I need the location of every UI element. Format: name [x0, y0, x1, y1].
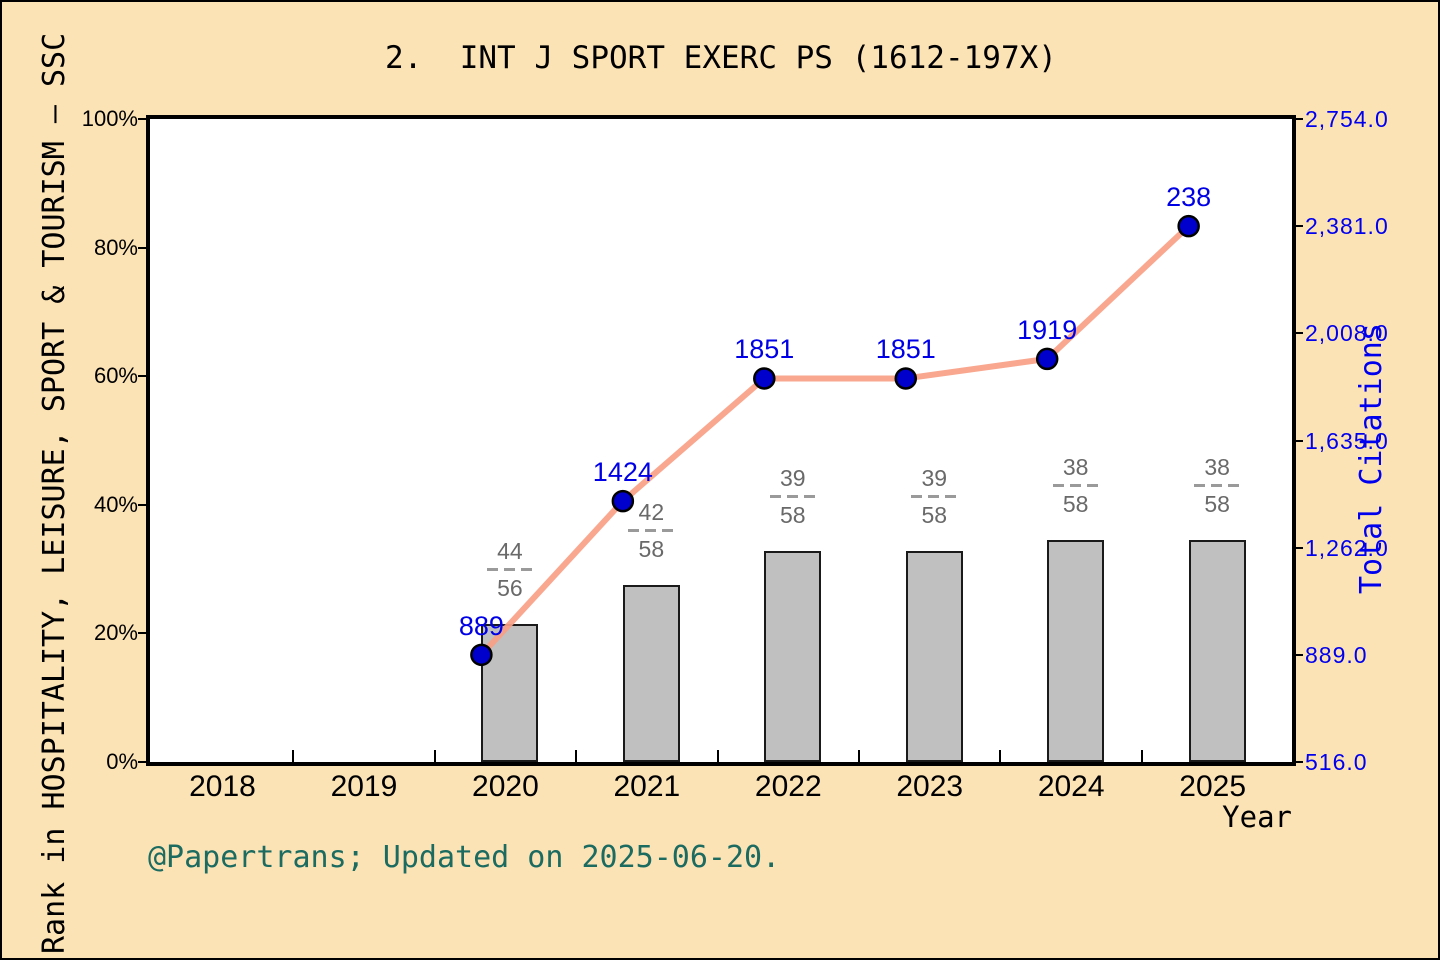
- watermark-text: @Papertrans; Updated on 2025-06-20.: [148, 840, 781, 875]
- x-minor-tick: [999, 750, 1002, 762]
- x-tick-label: 2022: [754, 770, 822, 803]
- y-tick-label-right: 2,381.0: [1305, 213, 1389, 240]
- y-tick-mark-right: [1294, 439, 1303, 442]
- y-tick-mark-left: [138, 118, 147, 120]
- fraction-denominator: 58: [921, 502, 948, 529]
- rank-bar: [622, 584, 680, 762]
- y-tick-label-left: 80%: [93, 234, 138, 260]
- y-tick-mark-right: [1294, 332, 1303, 335]
- fraction-denominator: 58: [638, 535, 665, 562]
- fraction-divider: [486, 568, 533, 572]
- plot-area: [146, 115, 1296, 766]
- fraction-divider: [1194, 484, 1241, 488]
- rank-bar: [481, 624, 539, 762]
- point-value-label: 1424: [592, 457, 653, 488]
- fraction-divider: [769, 495, 816, 499]
- x-tick-label: 2018: [189, 770, 256, 803]
- y-tick-label-right: 1,262.0: [1305, 534, 1389, 561]
- rank-bar: [1188, 540, 1246, 762]
- bar-fraction-label: 39 58: [748, 465, 838, 528]
- rank-bar: [764, 551, 822, 762]
- y-tick-mark-right: [1294, 118, 1303, 120]
- fraction-divider: [911, 495, 958, 499]
- x-tick-label: 2024: [1037, 770, 1105, 803]
- fraction-denominator: 58: [1204, 491, 1230, 518]
- y-tick-mark-left: [138, 375, 147, 378]
- y-tick-label-left: 60%: [93, 363, 138, 389]
- bar-fraction-label: 39 58: [889, 465, 979, 528]
- x-tick-label: 2025: [1179, 770, 1247, 803]
- y-tick-mark-left: [138, 632, 147, 635]
- fraction-divider: [1052, 484, 1099, 488]
- x-minor-tick: [858, 750, 861, 762]
- y-tick-label-left: 40%: [93, 491, 138, 517]
- y-tick-label-right: 516.0: [1305, 749, 1368, 775]
- x-axis-title: Year: [1222, 800, 1292, 834]
- fraction-numerator: 39: [780, 465, 806, 492]
- bar-fraction-label: 44 56: [465, 538, 555, 601]
- fraction-divider: [628, 528, 675, 532]
- bar-fraction-label: 38 58: [1172, 454, 1262, 517]
- y-tick-label-right: 2,754.0: [1305, 106, 1389, 132]
- y-tick-label-left: 20%: [93, 620, 138, 646]
- y-tick-mark-left: [138, 503, 147, 506]
- y-tick-mark-right: [1294, 546, 1303, 549]
- y-tick-label-right: 1,635.0: [1305, 427, 1389, 454]
- y-tick-mark-right: [1294, 761, 1303, 763]
- rank-bar: [905, 551, 963, 762]
- x-minor-tick: [716, 750, 719, 762]
- point-value-label: 1919: [1017, 314, 1078, 345]
- bar-fraction-label: 42 58: [606, 499, 696, 562]
- fraction-numerator: 42: [638, 498, 665, 525]
- x-minor-tick: [292, 750, 295, 762]
- fraction-numerator: 44: [497, 538, 523, 565]
- y-tick-label-left: 100%: [81, 106, 138, 131]
- x-minor-tick: [1140, 750, 1143, 762]
- x-tick-label: 2020: [472, 770, 539, 803]
- x-minor-tick: [433, 750, 436, 762]
- x-tick-label: 2019: [330, 770, 398, 803]
- point-value-label: 1851: [875, 334, 936, 365]
- y-tick-mark-right: [1294, 225, 1303, 228]
- fraction-denominator: 58: [1062, 491, 1089, 518]
- point-value-label: 889: [458, 610, 504, 641]
- rank-bar: [1047, 540, 1105, 762]
- y-tick-mark-left: [138, 246, 147, 249]
- y-tick-label-left: 0%: [106, 749, 138, 774]
- x-minor-tick: [575, 750, 578, 762]
- x-tick-label: 2021: [613, 770, 681, 803]
- point-value-label: 238: [1166, 182, 1212, 213]
- y-tick-label-right: 2,008.0: [1305, 320, 1389, 347]
- fraction-numerator: 38: [1062, 454, 1089, 481]
- bar-fraction-label: 38 58: [1031, 454, 1121, 517]
- chart-title: 2. INT J SPORT EXERC PS (1612-197X): [385, 40, 1057, 76]
- fraction-denominator: 56: [497, 575, 523, 602]
- y-tick-label-right: 889.0: [1305, 641, 1368, 668]
- point-value-label: 1851: [734, 334, 795, 365]
- y-tick-mark-left: [138, 761, 147, 763]
- fraction-denominator: 58: [780, 502, 806, 529]
- y-tick-mark-right: [1294, 653, 1303, 656]
- fraction-numerator: 39: [921, 465, 948, 492]
- fraction-numerator: 38: [1204, 454, 1230, 481]
- x-tick-label: 2023: [896, 770, 964, 803]
